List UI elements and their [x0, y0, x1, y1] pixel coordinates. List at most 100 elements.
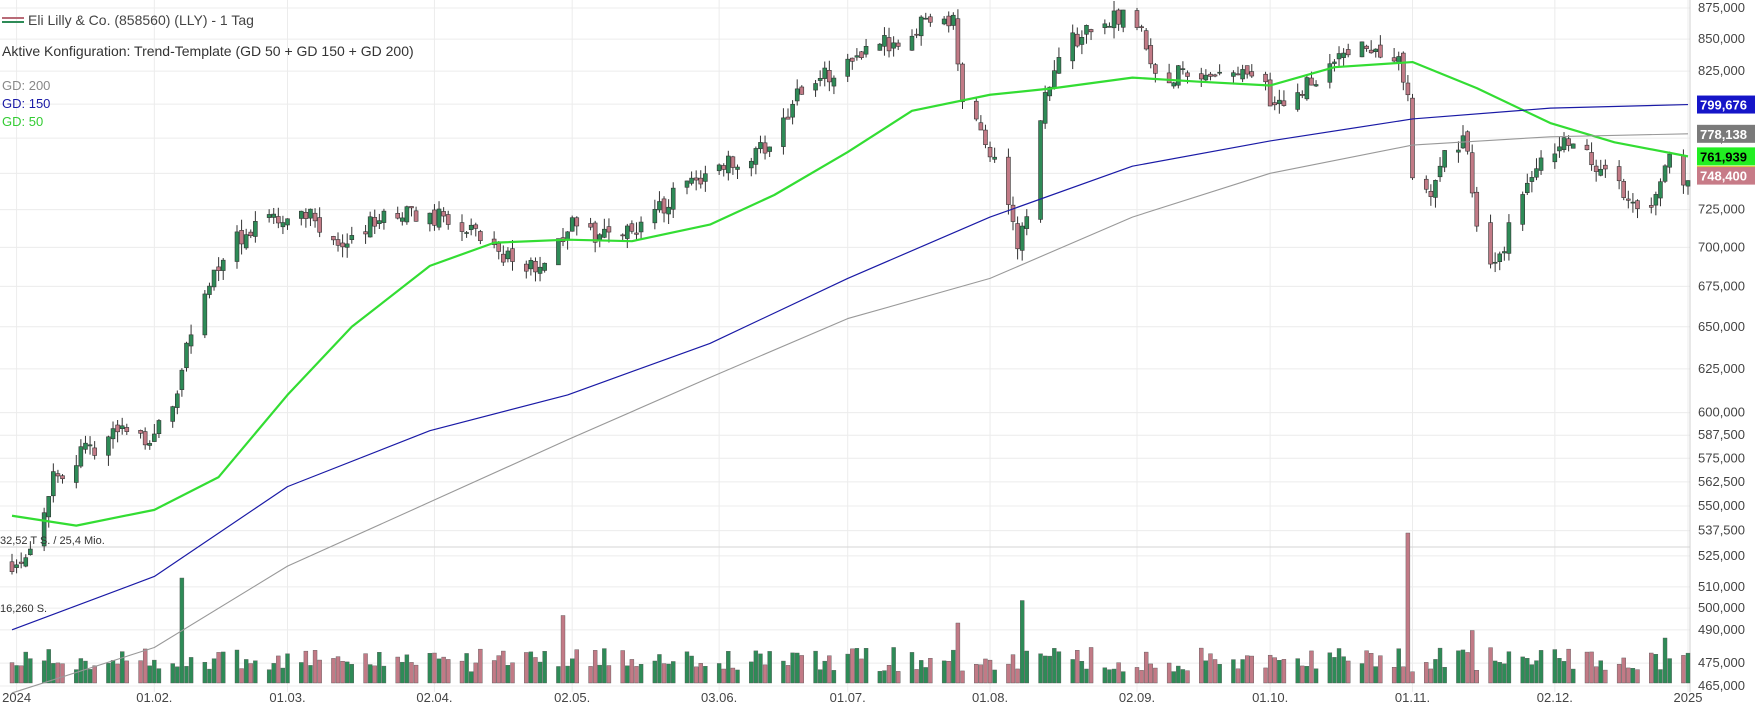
- candle-body: [413, 210, 419, 222]
- price-tick-label: 725,000: [1698, 202, 1745, 217]
- price-tag: [1697, 95, 1755, 114]
- candle-body: [569, 217, 575, 232]
- candle-body: [1217, 71, 1222, 74]
- volume-bar: [372, 665, 377, 684]
- volume-bar: [592, 650, 598, 684]
- volume-bar: [785, 665, 791, 684]
- candle-body: [367, 216, 373, 238]
- ma50-label: GD: 50: [2, 114, 44, 129]
- candle-body: [285, 218, 290, 226]
- candle-body: [652, 209, 658, 224]
- candle-body: [432, 209, 437, 226]
- volume-bar: [974, 664, 979, 684]
- volume-bar: [1561, 661, 1567, 684]
- volume-bar: [303, 650, 309, 684]
- candle-body: [730, 156, 736, 168]
- volume-bar: [83, 660, 88, 684]
- volume-bar: [271, 663, 276, 684]
- candle-body: [1626, 198, 1631, 201]
- volume-bar: [92, 665, 97, 684]
- volume-bar: [51, 663, 56, 684]
- volume-bar: [505, 665, 511, 684]
- candle-body: [87, 444, 93, 447]
- volume-bar: [331, 658, 336, 684]
- volume-bar: [1038, 653, 1043, 684]
- volume-bar: [1171, 671, 1176, 684]
- candle-body: [1584, 144, 1590, 151]
- volume-bar: [1658, 669, 1663, 684]
- volume-bar: [790, 652, 795, 684]
- candle-body: [1437, 165, 1443, 178]
- candle-body: [923, 17, 929, 20]
- candle-body: [505, 250, 511, 260]
- candle-body: [748, 160, 754, 169]
- volume-bar: [1378, 655, 1383, 684]
- candle-body: [110, 428, 116, 440]
- volume-bar: [1180, 669, 1186, 684]
- candle-body: [1313, 84, 1319, 87]
- candle-body: [1300, 94, 1305, 96]
- volume-bar: [1566, 648, 1571, 684]
- candle-body: [886, 37, 892, 52]
- ma-line-150: [11, 103, 1689, 631]
- volume-bar: [1359, 663, 1365, 684]
- volume-bar: [335, 656, 341, 684]
- candle-body: [670, 187, 676, 210]
- volume-bar: [473, 662, 478, 684]
- candle-body: [1520, 194, 1525, 225]
- volume-bar: [735, 669, 740, 684]
- volume-bar: [946, 661, 951, 684]
- candle-body: [1263, 73, 1268, 83]
- volume-bar: [1079, 661, 1085, 684]
- candle-body: [1506, 222, 1512, 254]
- price-tick-label: 825,000: [1698, 63, 1745, 78]
- volume-bar: [381, 665, 387, 684]
- candle-body: [666, 206, 671, 215]
- candle-body: [1107, 25, 1112, 28]
- candle-body: [817, 78, 823, 81]
- candle-body: [427, 212, 433, 225]
- volume-bar: [1042, 655, 1048, 684]
- volume-bar: [285, 653, 290, 684]
- volume-bar: [142, 648, 148, 684]
- volume-bar: [1235, 668, 1241, 684]
- candle-body: [1341, 52, 1346, 58]
- candle-body: [726, 155, 731, 174]
- candle-body: [1006, 156, 1011, 205]
- candle-body: [1176, 65, 1181, 86]
- candle-body: [1166, 72, 1172, 84]
- volume-bar: [1006, 663, 1011, 684]
- candle-body: [1143, 30, 1149, 50]
- candle-body: [1185, 72, 1190, 77]
- candle-body: [46, 496, 52, 518]
- volume-bar: [978, 664, 984, 684]
- candle-body: [404, 206, 410, 223]
- candle-body: [1267, 79, 1273, 107]
- date-tick-label: 01.11.: [1395, 690, 1430, 705]
- candle-body: [1405, 82, 1411, 96]
- candle-body: [1433, 180, 1438, 198]
- candle-body: [831, 77, 837, 87]
- candle-body: [436, 208, 442, 228]
- candle-body: [1277, 99, 1282, 105]
- candle-body: [822, 67, 828, 79]
- volume-bar: [886, 664, 892, 684]
- candle-body: [1368, 49, 1374, 54]
- volume-bar: [156, 668, 162, 684]
- volume-scale-top-label: 32,52 T S. / 25,4 Mio.: [0, 535, 105, 547]
- volume-bar: [657, 654, 662, 684]
- volume-bar: [1465, 652, 1470, 684]
- volume-bar: [1277, 660, 1282, 684]
- candle-body: [634, 232, 639, 235]
- candle-body: [1272, 102, 1278, 106]
- volume-bar: [1621, 657, 1626, 684]
- volume-bar: [1364, 650, 1369, 684]
- candle-body: [147, 443, 153, 446]
- date-tick-label: 03.06.: [701, 690, 737, 705]
- candle-body: [542, 262, 547, 271]
- candle-body: [528, 260, 534, 270]
- volume-bar: [1410, 671, 1415, 684]
- volume-bar: [1662, 637, 1668, 684]
- candle-body: [400, 217, 405, 222]
